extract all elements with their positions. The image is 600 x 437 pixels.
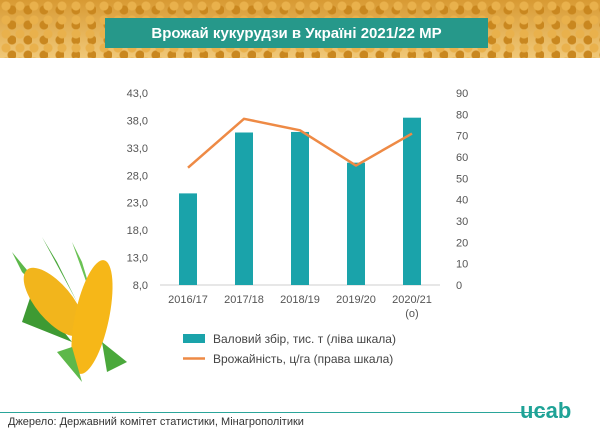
y-left-tick-label: 23,0: [127, 198, 148, 210]
ucab-logo: ucab: [520, 398, 572, 423]
bar: [403, 117, 421, 285]
bar: [179, 193, 197, 285]
chart-title: Врожай кукурудзи в Україні 2021/22 МР: [105, 18, 488, 48]
x-tick-label: 2018/19: [280, 294, 320, 306]
y-left-tick-label: 8,0: [133, 280, 148, 292]
y-left-tick-label: 43,0: [127, 88, 148, 100]
y-right-tick-label: 30: [456, 216, 468, 228]
y-right-tick-label: 50: [456, 173, 468, 185]
x-tick-label: 2017/18: [224, 294, 264, 306]
bar: [291, 131, 309, 285]
y-left-tick-label: 38,0: [127, 115, 148, 127]
y-right-tick-label: 60: [456, 152, 468, 164]
y-right-tick-label: 40: [456, 195, 468, 207]
corn-cob-illustration: [12, 237, 127, 382]
x-tick-label: (o): [405, 308, 418, 320]
footer-divider: [0, 412, 545, 413]
y-left-tick-label: 13,0: [127, 253, 148, 265]
x-tick-label: 2019/20: [336, 294, 376, 306]
y-left-tick-label: 18,0: [127, 225, 148, 237]
bar: [347, 162, 365, 285]
y-left-tick-label: 28,0: [127, 170, 148, 182]
legend-swatch-bar: [183, 334, 205, 343]
y-right-tick-label: 90: [456, 88, 468, 100]
y-right-tick-label: 80: [456, 109, 468, 121]
y-right-tick-label: 70: [456, 131, 468, 143]
legend-label: Валовий збір, тис. т (ліва шкала): [213, 332, 396, 346]
legend-label: Врожайність, ц/га (права шкала): [213, 352, 393, 366]
x-tick-label: 2016/17: [168, 294, 208, 306]
x-tick-label: 2020/21: [392, 294, 432, 306]
y-left-tick-label: 33,0: [127, 143, 148, 155]
source-note: Джерело: Державний комітет статистики, М…: [8, 416, 304, 428]
y-right-tick-label: 0: [456, 280, 462, 292]
y-right-tick-label: 10: [456, 259, 468, 271]
bar: [235, 132, 253, 285]
y-right-tick-label: 20: [456, 237, 468, 249]
